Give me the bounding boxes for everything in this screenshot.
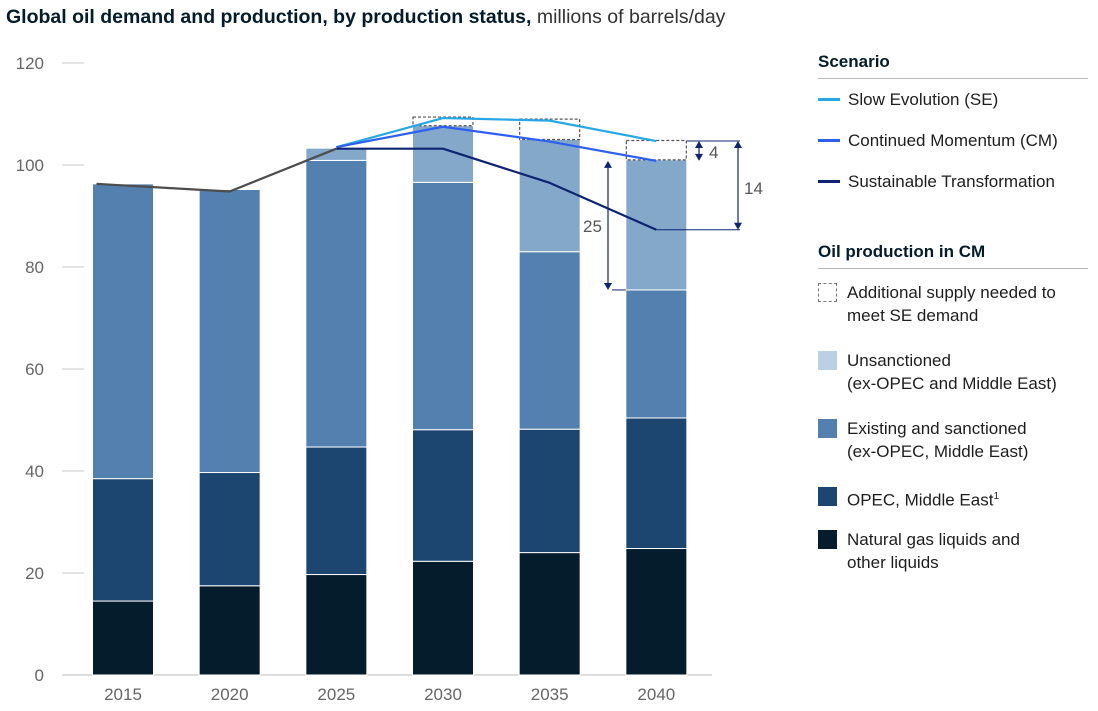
legend-item-existing-sanctioned: Existing and sanctioned (ex-OPEC, Middle … xyxy=(818,417,1088,485)
bar-segment xyxy=(198,188,261,474)
bar-segment xyxy=(92,478,154,602)
bar-segment xyxy=(518,251,581,430)
bar-segment xyxy=(625,548,688,676)
series-line xyxy=(96,147,337,193)
bar-segment xyxy=(198,472,261,587)
bar-segment xyxy=(412,125,474,183)
series-line xyxy=(336,125,657,163)
legend-item-sustainable-transformation: Sustainable Transformation xyxy=(818,170,1088,211)
annotation-label-4: 4 xyxy=(709,143,718,162)
y-tick-label: 100 xyxy=(16,156,44,175)
bar-segment xyxy=(412,181,474,431)
bar-segment xyxy=(305,147,368,161)
legend-swatch xyxy=(818,487,837,506)
legend-line-swatch xyxy=(818,139,840,142)
bar-segment xyxy=(412,429,474,562)
legend-swatch xyxy=(818,419,837,438)
legend-item-unsanctioned: Unsanctioned (ex-OPEC and Middle East) xyxy=(818,349,1088,417)
y-tick-label: 60 xyxy=(25,360,44,379)
annotation-arrow-25-head xyxy=(604,160,612,168)
scenario-legend: Scenario Slow Evolution (SE) Continued M… xyxy=(818,52,1088,211)
production-legend-title: Oil production in CM xyxy=(818,242,1088,269)
bar-segment xyxy=(305,574,368,676)
annotation-label-14: 14 xyxy=(744,179,763,198)
chart-title-bold: Global oil demand and production, by pro… xyxy=(6,6,532,28)
x-tick-label: 2015 xyxy=(104,685,142,704)
legend-label: Slow Evolution (SE) xyxy=(848,90,999,109)
chart-title: Global oil demand and production, by pro… xyxy=(6,6,725,29)
legend-item-continued-momentum: Continued Momentum (CM) xyxy=(818,129,1088,170)
bar-segment-additional-supply xyxy=(519,118,581,141)
legend-label: Sustainable Transformation xyxy=(848,172,1055,191)
annotation-arrow-4-head xyxy=(695,153,703,161)
legend-label: OPEC, Middle East1 xyxy=(847,490,1000,510)
annotation-arrow-4-head xyxy=(695,141,703,149)
bar-segment xyxy=(625,417,688,550)
annotation-arrow-14-head xyxy=(734,141,742,149)
scenario-legend-title: Scenario xyxy=(818,52,1088,79)
chart-title-units: millions of barrels/day xyxy=(536,6,726,28)
bar-segment xyxy=(625,159,688,291)
y-tick-label: 80 xyxy=(25,258,44,277)
y-tick-label: 20 xyxy=(25,564,44,583)
legend-line-swatch xyxy=(818,180,840,183)
production-legend: Oil production in CM Additional supply n… xyxy=(818,242,1088,578)
x-tick-label: 2025 xyxy=(317,685,355,704)
annotation-label-25: 25 xyxy=(583,217,602,236)
legend-item-slow-evolution: Slow Evolution (SE) xyxy=(818,88,1088,129)
bar-segment xyxy=(412,560,474,676)
legend-label: Existing and sanctioned (ex-OPEC, Middle … xyxy=(847,419,1029,461)
x-tick-label: 2040 xyxy=(637,685,675,704)
bar-segment xyxy=(92,600,154,676)
bar-segment xyxy=(305,159,368,448)
legend-item-opec-middle-east: OPEC, Middle East1 xyxy=(818,485,1088,528)
bar-segment xyxy=(92,183,154,480)
legend-item-additional-supply: Additional supply needed to meet SE deman… xyxy=(818,281,1088,349)
annotation-arrow-25-head xyxy=(604,282,612,290)
x-tick-label: 2035 xyxy=(531,685,569,704)
y-tick-label: 40 xyxy=(25,462,44,481)
legend-swatch xyxy=(818,530,837,549)
bar-segment xyxy=(305,446,368,576)
bar-segment xyxy=(518,552,581,676)
x-tick-label: 2020 xyxy=(211,685,249,704)
series-line xyxy=(336,147,657,231)
bar-segment xyxy=(625,289,688,419)
bar-segment xyxy=(518,428,581,554)
y-tick-label: 120 xyxy=(16,54,44,73)
legend-label: Natural gas liquids and other liquids xyxy=(847,530,1020,572)
series-line xyxy=(336,116,657,149)
legend-label: Unsanctioned (ex-OPEC and Middle East) xyxy=(847,351,1057,393)
y-tick-label: 0 xyxy=(35,666,44,685)
bar-segment xyxy=(518,139,581,253)
legend-swatch-dashed xyxy=(818,283,837,302)
legend-swatch xyxy=(818,351,837,370)
x-tick-label: 2030 xyxy=(424,685,462,704)
bar-segment xyxy=(198,585,261,676)
annotation-arrow-14-head xyxy=(734,222,742,230)
legend-label: Continued Momentum (CM) xyxy=(848,131,1058,150)
legend-item-ngl-other-liquids: Natural gas liquids and other liquids xyxy=(818,528,1088,578)
legend-line-swatch xyxy=(818,98,840,101)
legend-label: Additional supply needed to meet SE deman… xyxy=(847,283,1056,325)
